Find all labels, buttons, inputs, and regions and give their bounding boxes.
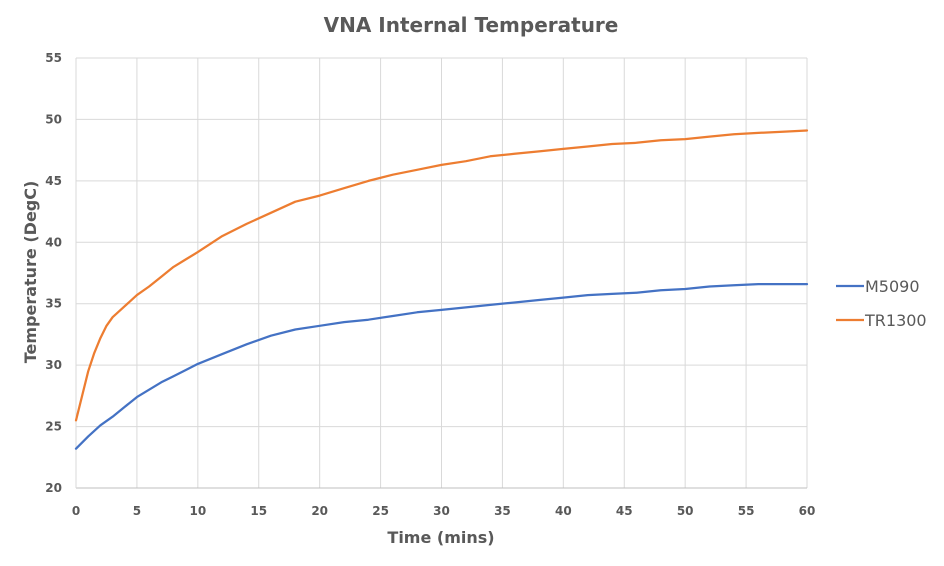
x-tick-label: 20: [311, 504, 328, 518]
x-tick-label: 50: [677, 504, 694, 518]
x-tick-label: 40: [555, 504, 572, 518]
chart-title: VNA Internal Temperature: [324, 13, 619, 37]
y-tick-label: 50: [45, 112, 62, 126]
x-tick-label: 15: [250, 504, 267, 518]
series-line-m5090: [74, 282, 809, 450]
series-line-tr1300: [74, 129, 809, 422]
tick-labels: 0 5 10 15 20 25 30 35 40 45 50 55 60 20 25 30 35 40 45 50 55: [45, 51, 815, 518]
y-tick-label: 55: [45, 51, 62, 65]
y-tick-label: 25: [45, 420, 62, 434]
y-tick-label: 45: [45, 174, 62, 188]
x-tick-label: 5: [133, 504, 141, 518]
x-tick-label: 60: [799, 504, 816, 518]
y-tick-label: 30: [45, 358, 62, 372]
x-tick-label: 10: [189, 504, 206, 518]
series-lines: [74, 129, 809, 450]
legend: M5090 TR1300: [836, 277, 927, 330]
x-tick-label: 35: [494, 504, 511, 518]
legend-label-m5090: M5090: [865, 277, 920, 296]
y-axis-title: Temperature (DegC): [21, 181, 40, 364]
y-tick-label: 20: [45, 481, 62, 495]
x-tick-label: 55: [738, 504, 755, 518]
x-tick-label: 30: [433, 504, 450, 518]
grid-lines: [76, 57, 808, 488]
x-axis-title: Time (mins): [387, 528, 494, 547]
y-tick-label: 35: [45, 297, 62, 311]
legend-label-tr1300: TR1300: [864, 311, 927, 330]
x-tick-label: 0: [72, 504, 80, 518]
x-tick-label: 45: [616, 504, 633, 518]
x-tick-label: 25: [372, 504, 389, 518]
y-tick-label: 40: [45, 235, 62, 249]
